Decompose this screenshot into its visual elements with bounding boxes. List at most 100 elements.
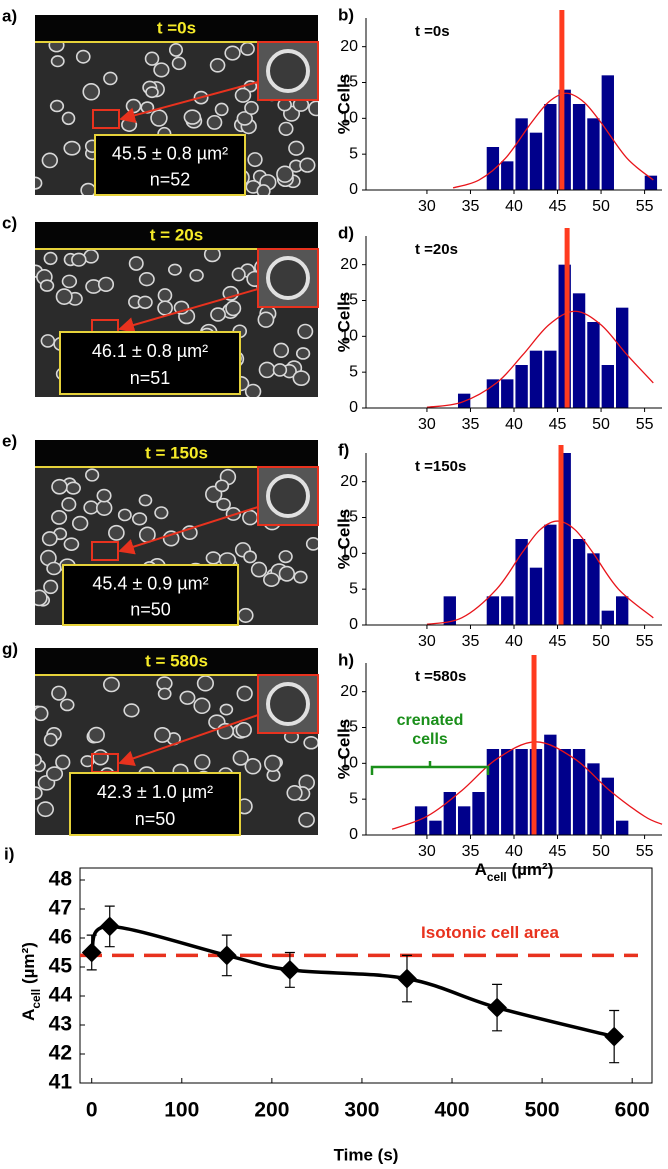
bar [486, 147, 500, 190]
cell [244, 758, 262, 775]
fit-curve [452, 92, 654, 189]
cell [288, 140, 305, 156]
cell [154, 506, 169, 520]
fit-curve [426, 520, 654, 625]
cell [167, 263, 182, 276]
bar [457, 806, 471, 835]
time-label: t = 20s [150, 225, 203, 244]
hist-title: t =580s [415, 668, 466, 685]
cell [157, 288, 173, 303]
cell [117, 508, 132, 522]
cell [132, 512, 148, 526]
area-label: 42.3 ± 1.0 µm² [97, 782, 213, 802]
title-band [35, 222, 318, 249]
point [487, 997, 507, 1018]
x-axis-label-part: (µm²) [507, 860, 554, 879]
cell [286, 785, 303, 801]
cell [63, 140, 81, 156]
cell [35, 786, 43, 800]
bar [601, 365, 614, 408]
area-label: 45.4 ± 0.9 µm² [92, 574, 208, 594]
annotation: crenated [397, 712, 464, 729]
panel-letter: g) [2, 639, 18, 658]
bar [414, 806, 428, 835]
fit-curve [426, 310, 654, 408]
cell [244, 100, 259, 115]
x-axis-label: Time (s) [334, 1145, 399, 1164]
cell [196, 675, 214, 692]
cell [63, 537, 80, 551]
cell [121, 117, 138, 132]
bar [486, 379, 500, 408]
bar [515, 365, 528, 408]
y-tick-label: 42 [49, 1042, 72, 1065]
n-label: n=50 [130, 599, 171, 619]
bar [587, 763, 600, 835]
x-tick-label: 50 [592, 416, 610, 433]
y-tick-label: 10 [340, 328, 358, 345]
y-axis-label-part: A [19, 1009, 38, 1021]
n-label: n=52 [150, 169, 191, 189]
cell [236, 111, 253, 126]
cell [214, 479, 230, 493]
y-tick-label: 10 [340, 755, 358, 772]
y-tick-label: 5 [349, 363, 358, 380]
cell [157, 687, 172, 700]
cell [194, 754, 211, 771]
cell [247, 152, 263, 168]
bar [443, 792, 456, 835]
bar [529, 567, 543, 625]
cell [55, 754, 71, 770]
x-tick-label: 40 [505, 633, 523, 650]
x-tick-label: 400 [435, 1099, 470, 1122]
x-tick-label: 40 [505, 843, 523, 860]
cell [103, 71, 118, 86]
x-axis-label-part: cell [487, 870, 507, 884]
y-tick-label: 48 [49, 868, 73, 891]
cell [43, 732, 58, 747]
annotation: cells [412, 731, 448, 748]
x-tick-label: 55 [636, 633, 654, 650]
y-axis-label: % Cells [334, 509, 353, 569]
bar [472, 792, 485, 835]
x-tick-label: 50 [592, 843, 610, 860]
cell [298, 812, 315, 828]
bar [572, 749, 586, 835]
cell [256, 184, 271, 195]
title-band [35, 440, 318, 467]
bar [443, 596, 456, 625]
bar [501, 749, 514, 835]
cell [41, 152, 59, 169]
cell [87, 726, 105, 744]
x-tick-label: 50 [592, 198, 610, 215]
bar [587, 553, 600, 625]
x-tick-label: 55 [636, 198, 654, 215]
x-tick-label: 50 [592, 633, 610, 650]
x-tick-label: 300 [344, 1099, 379, 1122]
brace [370, 761, 490, 775]
cell [308, 100, 318, 117]
bar [429, 820, 442, 835]
n-label: n=50 [135, 809, 176, 829]
x-tick-label: 35 [462, 633, 480, 650]
bar [501, 161, 514, 190]
cell [75, 49, 91, 64]
panel-letter: f) [338, 440, 349, 459]
time-label: t =0s [157, 18, 196, 37]
inset-cell [266, 256, 310, 300]
cell [50, 55, 65, 68]
time-label: t = 150s [145, 443, 208, 462]
cell [83, 500, 99, 515]
y-tick-label: 20 [340, 683, 358, 700]
x-tick-label: 100 [164, 1099, 199, 1122]
x-tick-label: 45 [549, 416, 567, 433]
cell [162, 530, 180, 547]
x-tick-label: 600 [615, 1099, 650, 1122]
cell [96, 488, 112, 503]
cell [206, 114, 223, 130]
cell [183, 109, 202, 125]
x-tick-label: 30 [418, 843, 436, 860]
point [99, 916, 120, 937]
cell [242, 509, 259, 526]
cell [219, 703, 234, 716]
